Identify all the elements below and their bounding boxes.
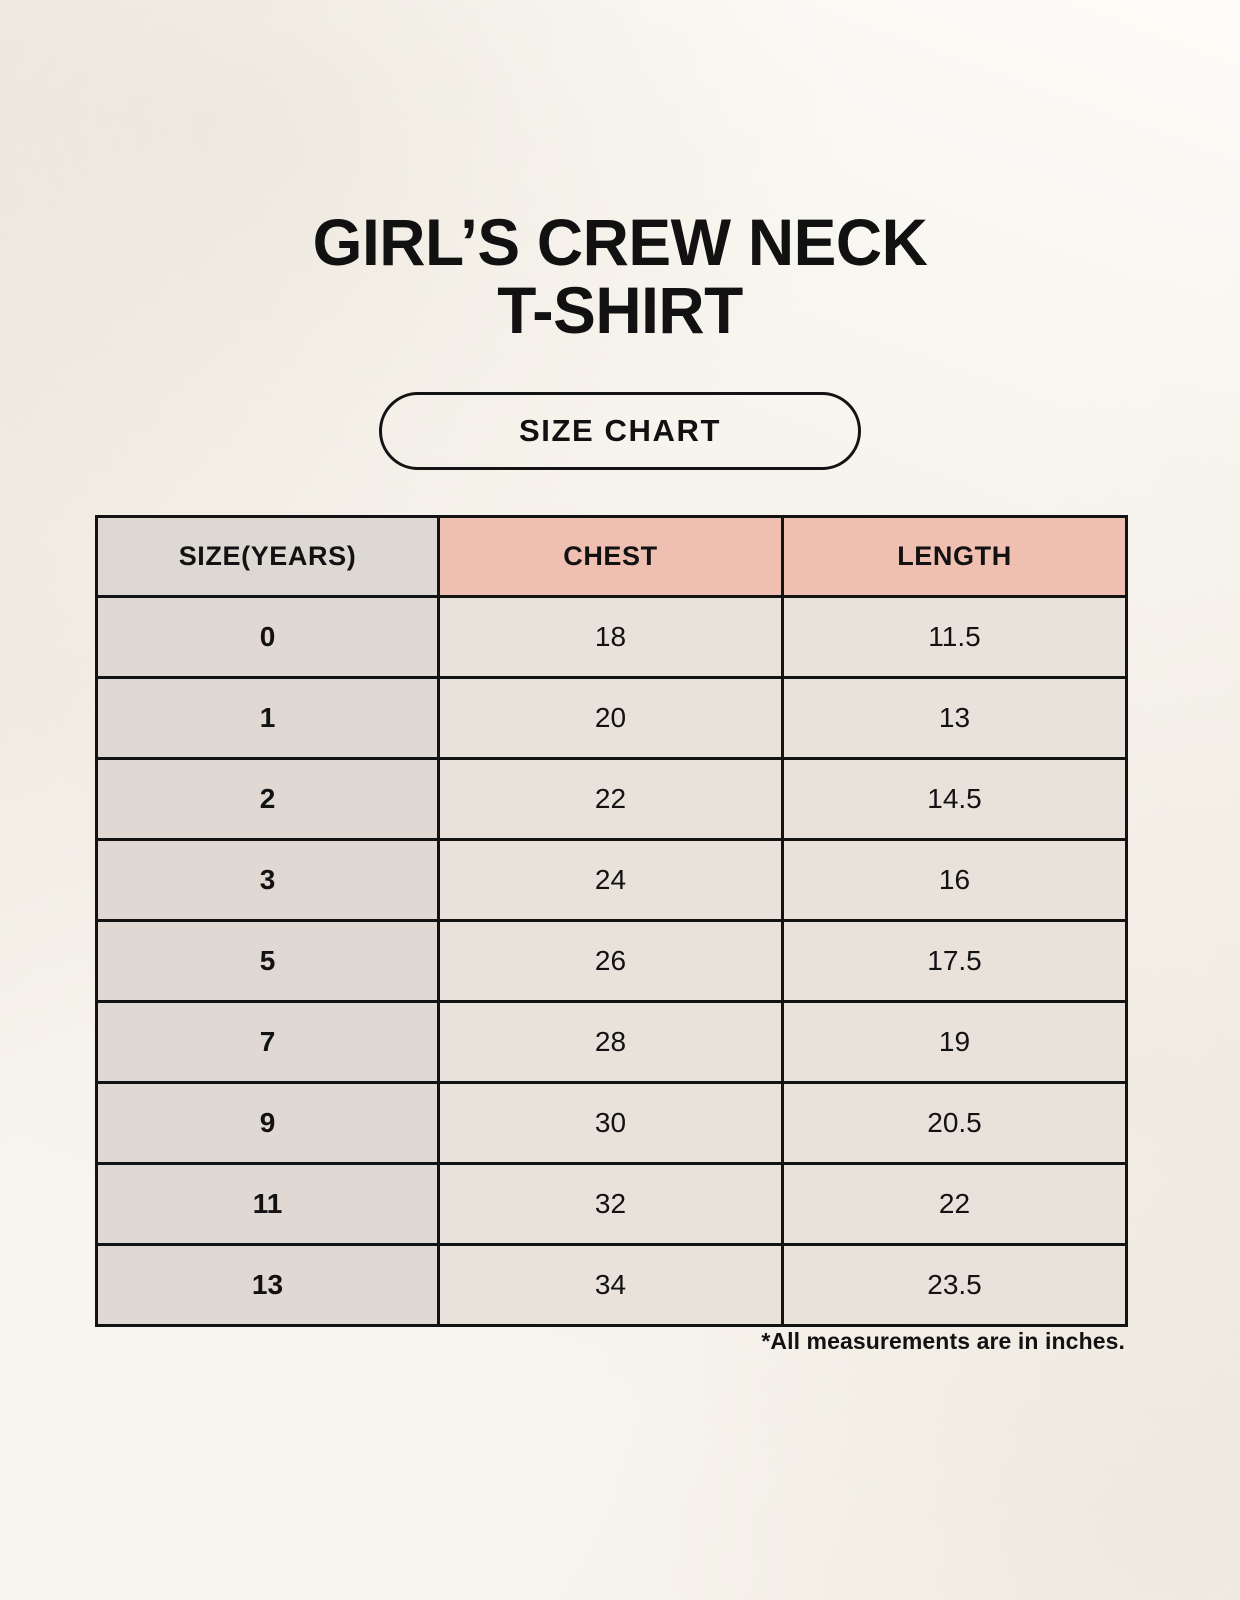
column-header-length: LENGTH — [781, 515, 1128, 598]
cell-length: 16 — [781, 838, 1128, 922]
cell-size: 9 — [95, 1081, 440, 1165]
page-title-line-2: T-SHIRT — [497, 273, 743, 347]
cell-chest: 24 — [437, 838, 784, 922]
table-row: 0 18 11.5 — [95, 595, 1128, 679]
cell-size: 3 — [95, 838, 440, 922]
size-chart-badge-label: SIZE CHART — [519, 413, 721, 448]
cell-length: 20.5 — [781, 1081, 1128, 1165]
table-row: 11 32 22 — [95, 1162, 1128, 1246]
table-row: 13 34 23.5 — [95, 1243, 1128, 1327]
cell-size: 5 — [95, 919, 440, 1003]
cell-length: 23.5 — [781, 1243, 1128, 1327]
size-chart-badge-container: SIZE CHART — [0, 392, 1240, 470]
cell-length: 22 — [781, 1162, 1128, 1246]
cell-chest: 18 — [437, 595, 784, 679]
cell-chest: 28 — [437, 1000, 784, 1084]
size-table-body: 0 18 11.5 1 20 13 2 22 14.5 3 24 16 — [95, 595, 1128, 1327]
table-row: 2 22 14.5 — [95, 757, 1128, 841]
cell-chest: 22 — [437, 757, 784, 841]
cell-size: 1 — [95, 676, 440, 760]
cell-length: 19 — [781, 1000, 1128, 1084]
column-header-size: SIZE(YEARS) — [95, 515, 440, 598]
cell-chest: 34 — [437, 1243, 784, 1327]
table-row: 9 30 20.5 — [95, 1081, 1128, 1165]
cell-chest: 26 — [437, 919, 784, 1003]
cell-chest: 30 — [437, 1081, 784, 1165]
column-header-chest: CHEST — [437, 515, 784, 598]
size-table: SIZE(YEARS) CHEST LENGTH 0 18 11.5 1 20 … — [95, 515, 1128, 1327]
cell-size: 13 — [95, 1243, 440, 1327]
cell-length: 17.5 — [781, 919, 1128, 1003]
size-table-header: SIZE(YEARS) CHEST LENGTH — [95, 515, 1128, 598]
cell-chest: 20 — [437, 676, 784, 760]
cell-size: 11 — [95, 1162, 440, 1246]
table-row: 7 28 19 — [95, 1000, 1128, 1084]
table-header-row: SIZE(YEARS) CHEST LENGTH — [95, 515, 1128, 598]
cell-size: 0 — [95, 595, 440, 679]
size-chart-badge[interactable]: SIZE CHART — [379, 392, 861, 470]
table-row: 3 24 16 — [95, 838, 1128, 922]
cell-length: 11.5 — [781, 595, 1128, 679]
cell-chest: 32 — [437, 1162, 784, 1246]
cell-length: 13 — [781, 676, 1128, 760]
cell-length: 14.5 — [781, 757, 1128, 841]
table-row: 5 26 17.5 — [95, 919, 1128, 1003]
size-table-container: SIZE(YEARS) CHEST LENGTH 0 18 11.5 1 20 … — [95, 515, 1128, 1327]
table-row: 1 20 13 — [95, 676, 1128, 760]
measurements-footnote: *All measurements are in inches. — [761, 1328, 1125, 1354]
cell-size: 7 — [95, 1000, 440, 1084]
page-title-line-1: GIRL’S CREW NECK — [312, 205, 928, 279]
cell-size: 2 — [95, 757, 440, 841]
page-title: GIRL’S CREW NECK T-SHIRT — [0, 208, 1240, 344]
